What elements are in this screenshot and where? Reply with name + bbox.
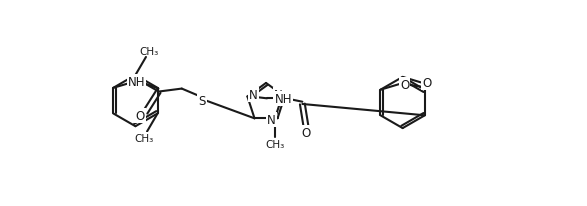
Text: N: N [267, 113, 276, 126]
Text: O: O [136, 109, 144, 122]
Text: O: O [422, 77, 431, 90]
Text: CH₃: CH₃ [265, 139, 284, 149]
Text: NH: NH [128, 75, 146, 88]
Text: CH₃: CH₃ [139, 46, 158, 56]
Text: S: S [198, 95, 206, 108]
Text: CH₃: CH₃ [135, 133, 154, 143]
Text: O: O [302, 126, 311, 139]
Text: N: N [274, 89, 283, 102]
Text: O: O [400, 78, 409, 91]
Text: N: N [249, 89, 258, 102]
Text: NH: NH [275, 92, 292, 105]
